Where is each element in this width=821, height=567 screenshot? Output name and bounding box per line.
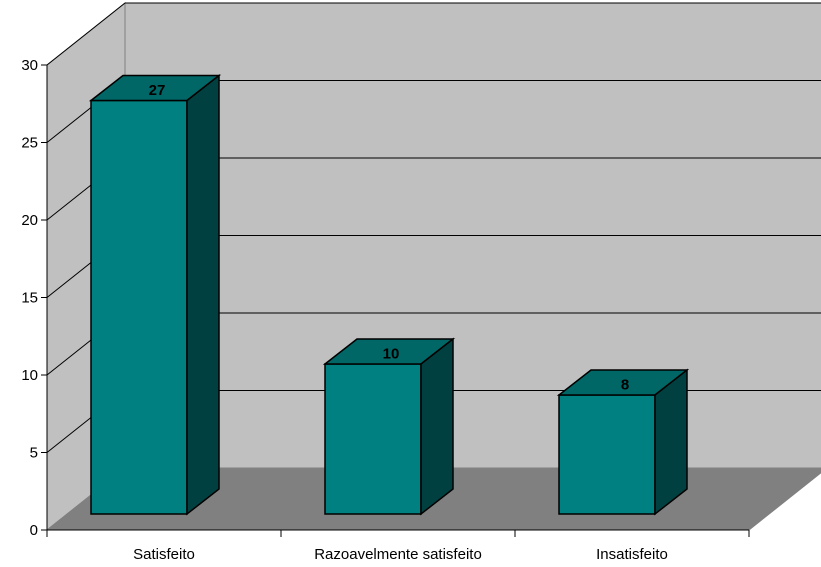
y-tick-label: 0 [30,522,38,539]
gridline-side [46,2,126,66]
bar-front [324,363,422,515]
category-label: Insatisfeito [596,546,668,563]
axes [41,64,750,537]
bar-side [654,368,688,516]
y-tick-label: 15 [21,290,38,307]
y-tick-label: 10 [21,367,38,384]
data-label: 10 [383,346,400,363]
bar-front [558,394,656,515]
data-label: 27 [149,82,166,99]
gridlines [46,2,821,453]
bar-side [420,337,454,516]
bars [88,73,690,516]
y-tick-label: 25 [21,135,38,152]
data-label: 8 [621,377,629,394]
y-tick-label: 30 [21,57,38,74]
category-label: Satisfeito [133,546,195,563]
y-tick-label: 20 [21,212,38,229]
category-label: Razoavelmente satisfeito [314,546,482,563]
labels: 0 5 10 15 20 25 30 27 Satisfeito 10 Razoavelmente … [21,57,668,563]
y-tick-label: 5 [30,445,38,462]
bar-front [90,99,188,515]
bar-side [186,73,220,516]
